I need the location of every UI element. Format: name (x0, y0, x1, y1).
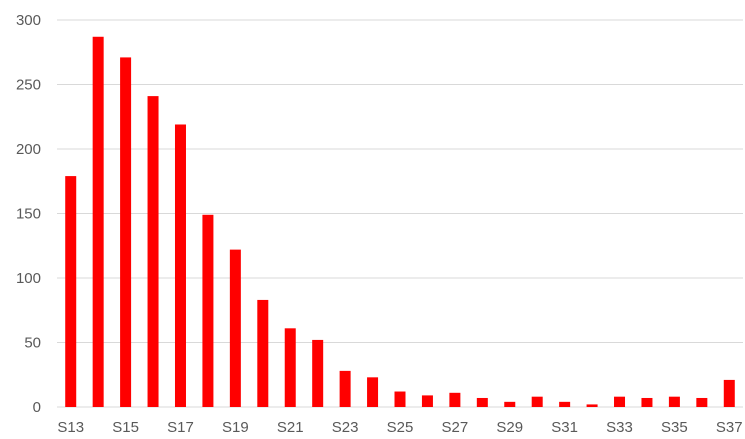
bar-S33 (614, 396, 626, 407)
x-tick-label: S19 (222, 419, 249, 436)
gridlines (57, 19, 743, 408)
bar-S24 (367, 377, 379, 407)
bar-S16 (147, 96, 159, 408)
x-tick-label: S25 (387, 419, 414, 436)
bar-S32 (586, 404, 598, 407)
bar-S15 (120, 57, 132, 407)
bar-S18 (202, 214, 214, 407)
bar-S31 (559, 401, 571, 407)
bar-S14 (92, 36, 104, 408)
bar-S21 (284, 328, 296, 407)
bar-S17 (174, 124, 186, 408)
y-tick-label: 150 (16, 206, 41, 223)
x-tick-label: S27 (442, 419, 469, 436)
x-tick-label: S37 (716, 419, 743, 436)
y-tick-label: 250 (16, 77, 41, 94)
bar-S35 (668, 396, 680, 407)
y-tick-label: 200 (16, 141, 41, 158)
y-axis-tick-labels: 0 50 100 150 200 250 300 (16, 12, 41, 416)
y-tick-label: 300 (16, 12, 41, 29)
bar-S13 (65, 176, 77, 407)
x-tick-label: S23 (332, 419, 359, 436)
bar-S30 (531, 396, 543, 407)
x-axis-tick-labels: S13 S15 S17 S19 S21 S23 S25 S27 S29 S31 S33 S35 S37 (57, 419, 742, 436)
bar-S25 (394, 391, 406, 407)
bar-S26 (421, 395, 433, 407)
bars (65, 36, 735, 408)
bar-S37 (723, 379, 735, 407)
y-tick-label: 50 (24, 335, 41, 352)
x-tick-label: S21 (277, 419, 304, 436)
x-tick-label: S13 (57, 419, 84, 436)
bar-S22 (312, 339, 324, 407)
x-tick-label: S15 (112, 419, 139, 436)
bar-S27 (449, 392, 461, 407)
bar-S34 (641, 397, 653, 407)
y-tick-label: 0 (33, 399, 41, 416)
x-tick-label: S33 (606, 419, 633, 436)
bar-S36 (696, 397, 708, 407)
bar-S19 (229, 249, 241, 407)
bar-S20 (257, 299, 269, 407)
x-tick-label: S29 (496, 419, 523, 436)
x-tick-label: S31 (551, 419, 578, 436)
bar-S28 (476, 397, 488, 407)
x-tick-label: S35 (661, 419, 688, 436)
x-tick-label: S17 (167, 419, 194, 436)
bar-S29 (504, 401, 516, 407)
y-tick-label: 100 (16, 270, 41, 287)
bar-S23 (339, 370, 351, 407)
